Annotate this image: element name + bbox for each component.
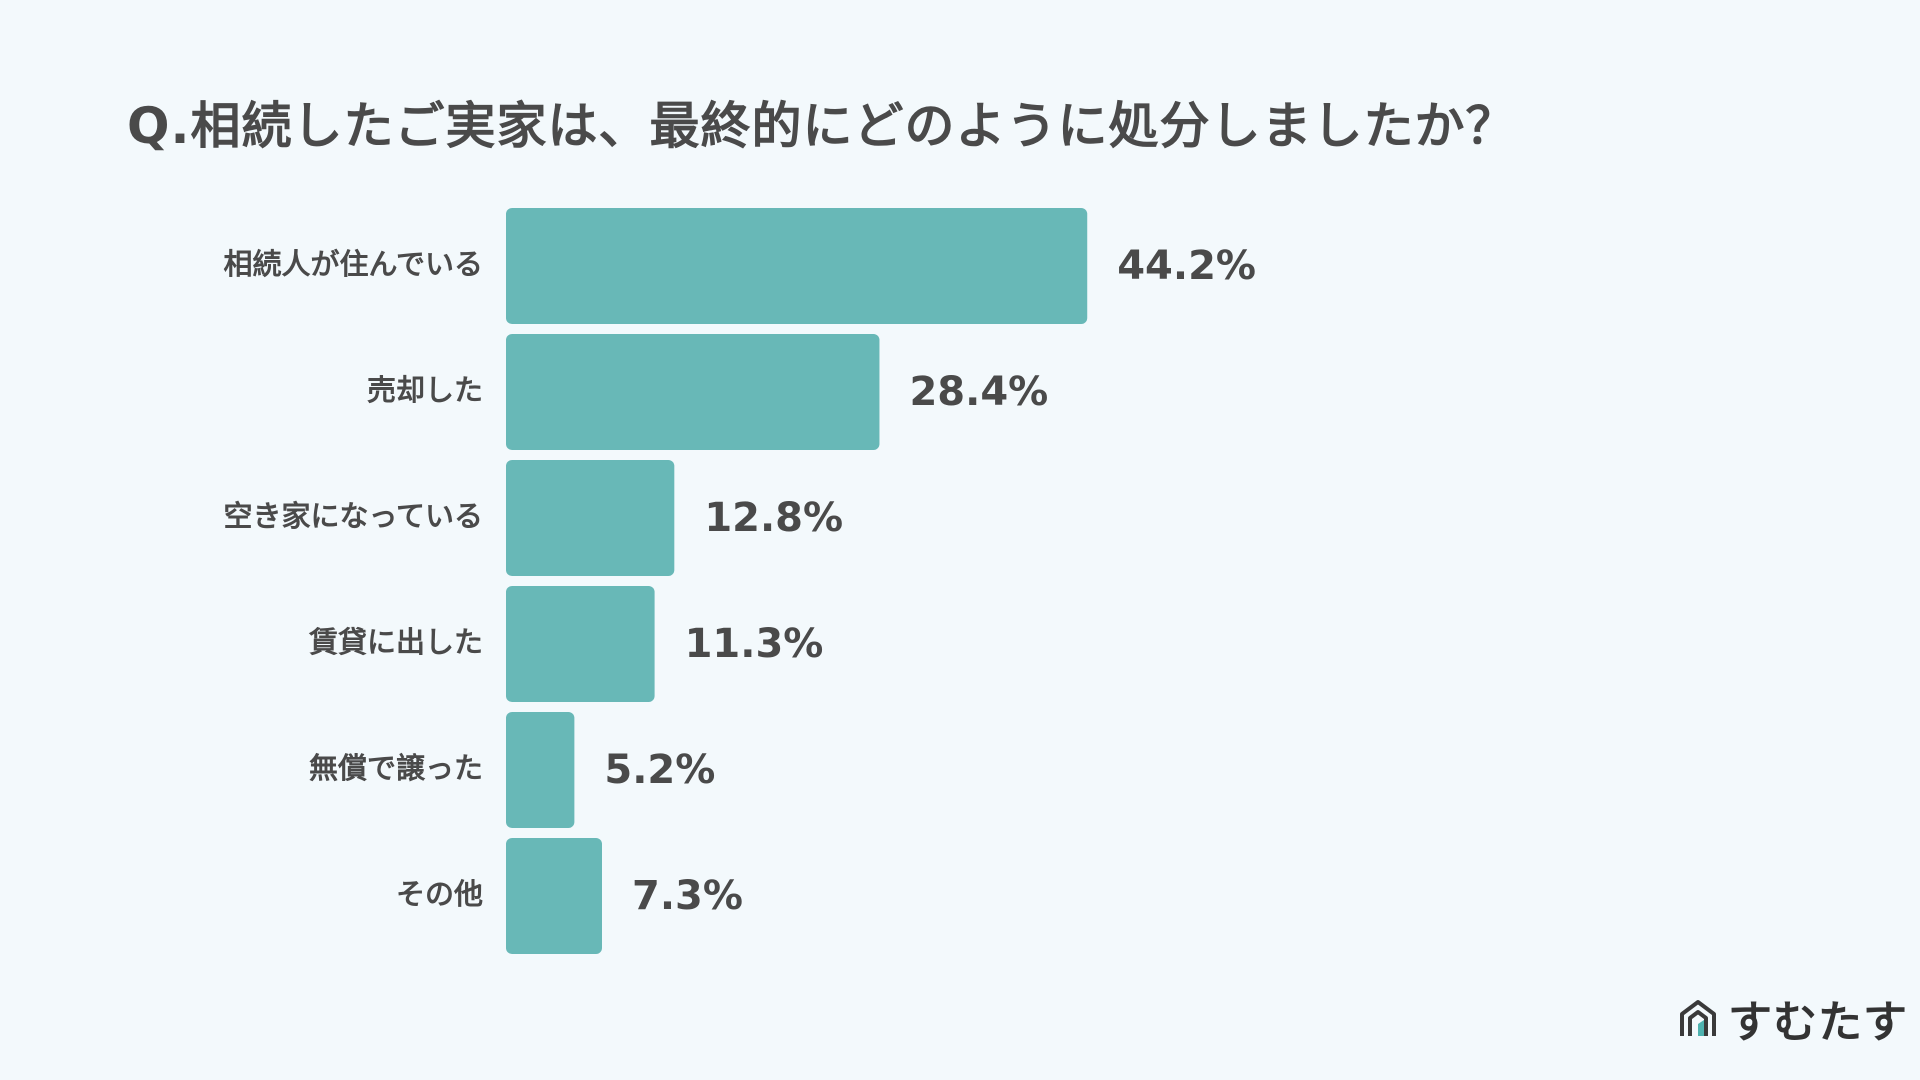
bar-2 (506, 334, 880, 450)
brand-name: すむたす (1728, 997, 1908, 1048)
value-label-6: 7.3% (632, 873, 743, 919)
value-label-2: 28.4% (909, 369, 1048, 415)
category-label-3: 空き家になっている (223, 499, 483, 533)
category-label-2: 売却した (367, 373, 483, 407)
bar-4 (506, 586, 655, 702)
value-label-4: 11.3% (685, 621, 824, 667)
category-label-6: その他 (396, 877, 483, 911)
bar-6 (506, 838, 602, 954)
category-label-1: 相続人が住んでいる (223, 247, 483, 281)
value-label-3: 12.8% (704, 495, 843, 541)
bar-3 (506, 460, 675, 576)
value-label-5: 5.2% (604, 747, 715, 793)
category-label-5: 無償で譲った (309, 751, 483, 785)
bar-5 (506, 712, 575, 828)
brand-logo: すむたす (1678, 990, 1908, 1048)
house-icon (1680, 1000, 1716, 1036)
value-label-1: 44.2% (1117, 243, 1256, 289)
chart-title: Q.相続したご実家は、最終的にどのように処分しましたか？ (127, 97, 1517, 155)
category-label-4: 賃貸に出した (308, 625, 483, 659)
bar-1 (506, 208, 1088, 324)
